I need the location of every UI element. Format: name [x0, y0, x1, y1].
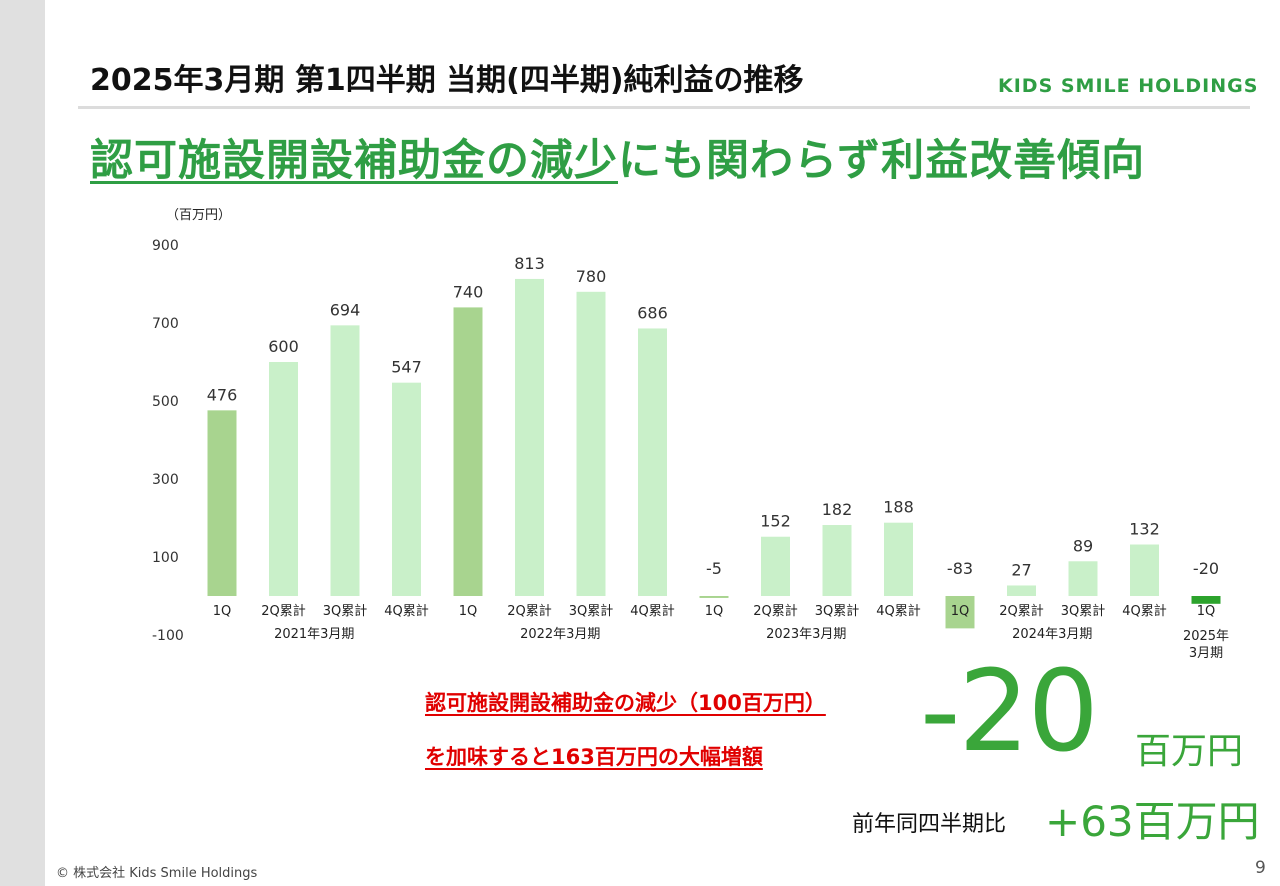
bar	[515, 278, 544, 596]
data-label: 89	[1073, 536, 1093, 555]
data-label: 132	[1129, 520, 1160, 539]
category-label: 4Q累計	[1122, 603, 1167, 619]
unit-label: （百万円）	[166, 208, 232, 223]
data-label: 476	[207, 385, 238, 404]
bar	[822, 525, 852, 596]
yoy-label: 前年同四半期比	[852, 812, 1007, 837]
category-label: 3Q累計	[1061, 603, 1106, 619]
y-tick-label: 700	[152, 316, 179, 332]
bar	[576, 291, 606, 596]
headline-rest: にも関わらず利益改善傾向	[618, 136, 1146, 186]
bar	[1130, 544, 1159, 596]
headline-underlined: 認可施設開設補助金の減少	[90, 136, 618, 186]
y-tick-label: 100	[152, 550, 179, 566]
data-label: 600	[268, 337, 299, 356]
group-label: 2024年3月期	[1012, 627, 1092, 642]
bar	[884, 522, 913, 596]
bar	[1068, 561, 1098, 596]
note-line-2: を加味すると163百万円の大幅増額	[425, 745, 763, 769]
bar	[1191, 596, 1221, 604]
y-tick-label: -100	[152, 628, 184, 644]
data-label: 27	[1011, 560, 1031, 579]
data-label: -5	[706, 559, 722, 578]
data-label: 182	[822, 500, 853, 519]
bar	[945, 596, 975, 629]
left-side-bar	[0, 0, 45, 886]
category-label: 1Q	[213, 604, 232, 619]
category-label: 2Q累計	[507, 603, 552, 619]
category-label: 4Q累計	[384, 603, 429, 619]
current-profit-unit: 百万円	[1135, 731, 1244, 772]
bar	[699, 596, 729, 598]
y-tick-label: 500	[152, 394, 179, 410]
data-label: 813	[514, 254, 545, 273]
y-tick-label: 900	[152, 238, 179, 254]
group-label: 2023年3月期	[766, 627, 846, 642]
category-label: 4Q累計	[630, 603, 675, 619]
category-label: 1Q	[951, 604, 970, 619]
data-label: -20	[1193, 559, 1219, 578]
y-tick-label: 300	[152, 472, 179, 488]
category-label: 1Q	[1197, 604, 1216, 619]
category-label: 3Q累計	[323, 603, 368, 619]
group-label-line2: 3月期	[1189, 646, 1223, 661]
company-logo: KIDS SMILE HOLDINGS	[998, 75, 1259, 97]
bar	[638, 328, 667, 596]
group-label: 2022年3月期	[520, 627, 600, 642]
yoy-value: +63百万円	[1045, 797, 1260, 846]
bar	[761, 536, 790, 596]
bar	[453, 307, 483, 596]
data-label: 694	[330, 300, 361, 319]
group-label: 2021年3月期	[274, 627, 354, 642]
note-line-1: 認可施設開設補助金の減少（100百万円）	[425, 691, 826, 715]
category-label: 4Q累計	[876, 603, 921, 619]
category-label: 1Q	[459, 604, 478, 619]
data-label: 547	[391, 358, 422, 377]
data-label: -83	[947, 559, 973, 578]
category-label: 2Q累計	[753, 603, 798, 619]
current-profit-value: -20	[920, 647, 1099, 777]
page-number: 9	[1255, 858, 1266, 878]
profit-bar-chart: -100 100 300 500 700 900 476 1Q 600 2Q累計 694 3Q累計 54…	[152, 238, 1229, 661]
bar	[207, 410, 237, 596]
category-label: 3Q累計	[569, 603, 614, 619]
title-divider	[78, 106, 1250, 109]
bar	[330, 325, 360, 596]
data-label: 152	[760, 512, 791, 531]
category-label: 2Q累計	[261, 603, 306, 619]
category-label: 2Q累計	[999, 603, 1044, 619]
category-label: 3Q累計	[815, 603, 860, 619]
bar	[392, 382, 421, 596]
headline: 認可施設開設補助金の減少にも関わらず利益改善傾向	[90, 126, 1145, 188]
group-label-line1: 2025年	[1183, 629, 1229, 644]
slide-title: 2025年3月期 第1四半期 当期(四半期)純利益の推移	[90, 63, 804, 98]
category-label: 1Q	[705, 604, 724, 619]
bar	[1007, 585, 1036, 596]
copyright: © 株式会社 Kids Smile Holdings	[56, 866, 258, 881]
data-label: 780	[576, 267, 607, 286]
data-label: 686	[637, 303, 668, 322]
data-label: 188	[883, 498, 914, 517]
data-label: 740	[453, 282, 484, 301]
bar	[269, 362, 298, 596]
